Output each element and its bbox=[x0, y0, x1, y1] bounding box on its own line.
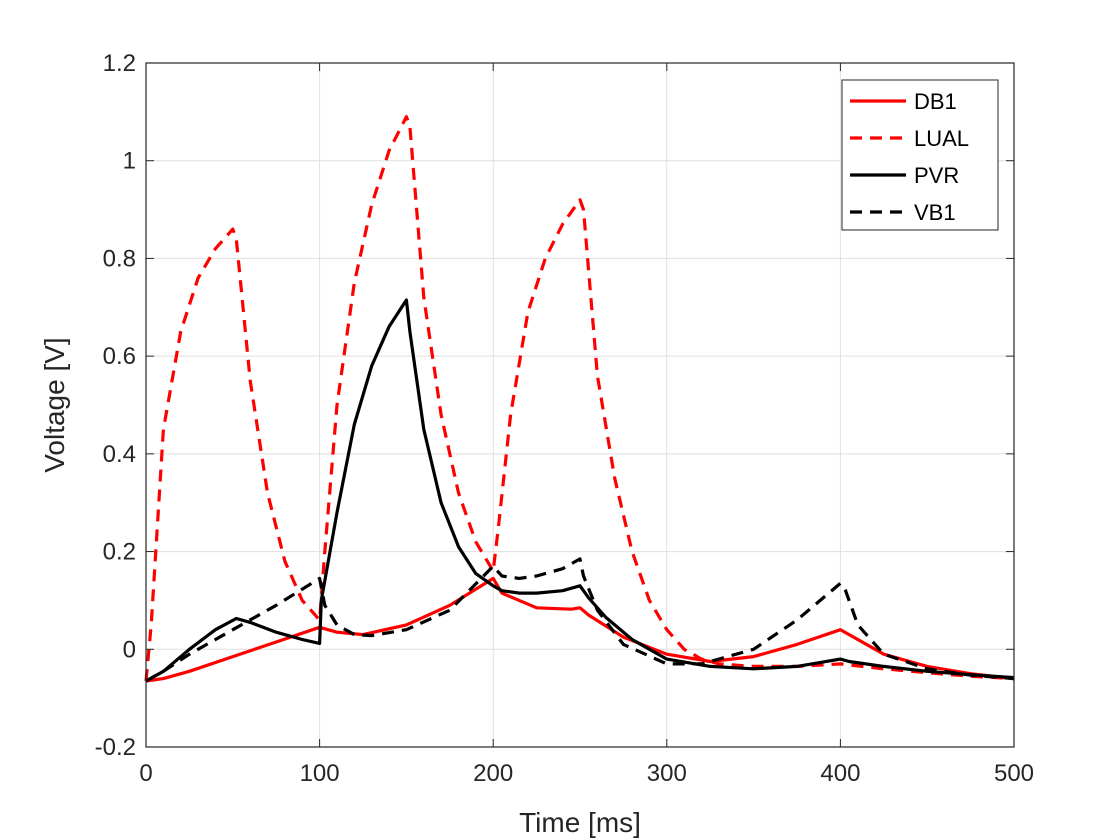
y-tick-label: 1 bbox=[123, 148, 136, 175]
y-tick-label: 0.2 bbox=[103, 539, 136, 566]
tick-labels: 0 100 200 300 400 500-0.200.20.40.60.811.2 bbox=[95, 50, 1034, 787]
y-tick-label: 1.2 bbox=[103, 50, 136, 77]
series-lines bbox=[144, 115, 1015, 683]
x-axis-label: Time [ms] bbox=[519, 807, 641, 838]
y-tick-label: 0 bbox=[123, 636, 136, 663]
y-tick-label: -0.2 bbox=[95, 734, 136, 761]
legend: DB1 LUAL PVR VB1 bbox=[841, 79, 999, 231]
y-tick-label: 0.8 bbox=[103, 245, 136, 272]
series-line-pvr bbox=[145, 298, 1015, 683]
x-tick-label: 0 bbox=[139, 760, 152, 787]
x-tick-label: 500 bbox=[994, 760, 1034, 787]
x-tick-label: 100 bbox=[300, 760, 340, 787]
legend-label-pvr: PVR bbox=[914, 163, 959, 188]
y-axis-label: Voltage [V] bbox=[39, 337, 70, 472]
series-line-vb1 bbox=[145, 557, 1015, 683]
y-tick-label: 0.6 bbox=[103, 343, 136, 370]
x-tick-label: 200 bbox=[473, 760, 513, 787]
x-tick-label: 400 bbox=[820, 760, 860, 787]
series-line-lual bbox=[144, 115, 1015, 682]
legend-label-lual: LUAL bbox=[914, 126, 969, 151]
x-tick-label: 300 bbox=[647, 760, 687, 787]
tick-marks bbox=[145, 62, 1015, 748]
legend-label-db1: DB1 bbox=[914, 89, 957, 114]
legend-label-vb1: VB1 bbox=[914, 200, 956, 225]
plot-frame bbox=[145, 62, 1015, 748]
legend-box bbox=[841, 79, 999, 231]
y-tick-label: 0.4 bbox=[103, 441, 136, 468]
